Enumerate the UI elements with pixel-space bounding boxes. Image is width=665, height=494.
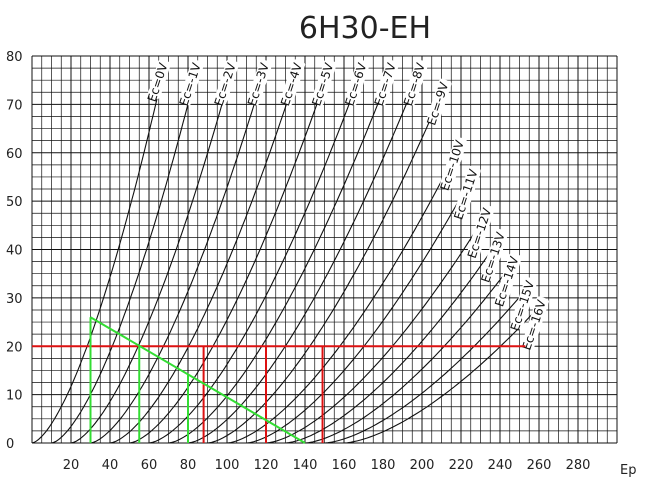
curve-label-halo <box>440 136 468 189</box>
curve-label-halo <box>403 59 429 106</box>
y-tick-label: 40 <box>6 244 23 259</box>
curve-label-halo <box>147 59 171 99</box>
x-tick-label: 240 <box>488 458 513 473</box>
curve-label-halo <box>467 204 495 257</box>
x-tick-label: 20 <box>63 458 80 473</box>
plate-curve <box>129 65 331 444</box>
curve-label-halo <box>344 59 370 106</box>
load-line <box>89 316 306 444</box>
y-tick-label: 80 <box>6 50 23 65</box>
plate-curve <box>31 65 166 444</box>
plate-curve <box>70 65 234 444</box>
y-tick-label: 20 <box>6 340 23 355</box>
plate-curve <box>265 210 489 444</box>
x-tick-label: 160 <box>332 458 357 473</box>
plate-curve <box>304 258 517 444</box>
plate-curve <box>90 65 267 444</box>
x-tick-label: 120 <box>254 458 279 473</box>
x-tick-label: 100 <box>215 458 240 473</box>
y-tick-label: 60 <box>6 147 23 162</box>
plate-curve <box>187 65 423 444</box>
curve-label-halo <box>453 165 481 218</box>
x-tick-label: 40 <box>102 458 119 473</box>
chart-title: 6H30-EH <box>299 11 431 46</box>
y-tick-label: 0 <box>6 437 14 452</box>
y-tick-label: 70 <box>6 98 23 113</box>
y-tick-label: 50 <box>6 195 23 210</box>
plate-curve <box>109 65 300 444</box>
x-tick-label: 220 <box>449 458 474 473</box>
x-tick-label: 260 <box>527 458 552 473</box>
x-tick-label: 180 <box>371 458 396 473</box>
curve-label-halo <box>213 59 239 106</box>
curve-label-halo <box>311 59 337 106</box>
curve-label-halo <box>280 59 306 106</box>
y-tick-label: 30 <box>6 292 23 307</box>
x-tick-label: 200 <box>410 458 435 473</box>
plate-curve <box>51 65 199 444</box>
x-tick-label: 140 <box>293 458 318 473</box>
plate-curve <box>168 65 394 444</box>
plate-curve <box>246 171 476 444</box>
curve-label-halo <box>522 296 549 349</box>
curve-label-halo <box>373 59 399 106</box>
curve-label-halo <box>426 78 452 125</box>
plate-curves <box>31 65 544 444</box>
x-tick-label: 280 <box>566 458 591 473</box>
load-and-bias-lines <box>32 316 526 444</box>
tick-labels: 0 10 20 30 40 50 60 70 80 20 40 60 80 100 120 140 160 180… <box>6 50 590 473</box>
curve-label-halo <box>481 228 508 281</box>
curve-label-halo <box>247 59 273 106</box>
y-tick-label: 10 <box>6 389 23 404</box>
plate-curve <box>148 65 365 444</box>
plate-curve <box>207 84 446 444</box>
x-tick-label: 60 <box>141 458 158 473</box>
x-tick-label: 80 <box>180 458 197 473</box>
curve-label-halo <box>510 277 538 330</box>
plate-curve <box>324 283 532 444</box>
x-axis-label: Ep <box>620 463 636 478</box>
curve-label-halo <box>178 59 204 106</box>
curve-label-halo <box>494 252 522 305</box>
plate-curve <box>343 302 544 444</box>
